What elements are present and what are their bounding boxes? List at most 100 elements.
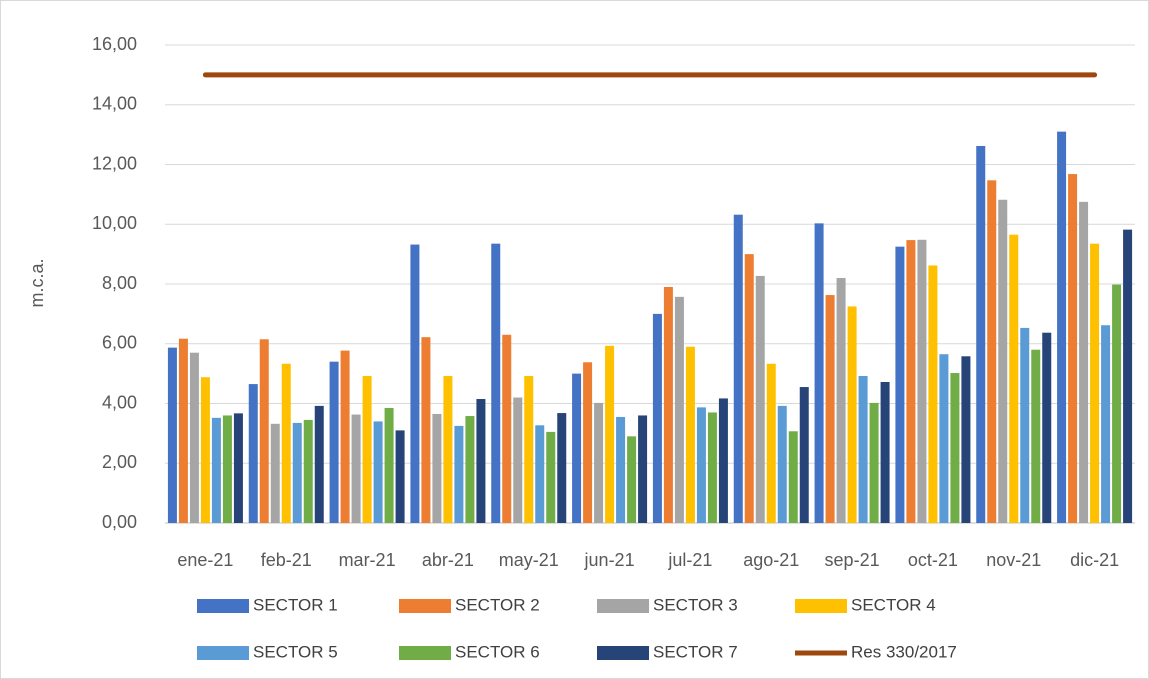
bar xyxy=(777,405,787,523)
bar xyxy=(976,145,986,524)
bar xyxy=(652,313,662,523)
bar xyxy=(1068,174,1078,523)
x-tick-label: oct-21 xyxy=(908,550,958,570)
bar xyxy=(292,422,302,523)
bar xyxy=(340,350,350,523)
x-tick-label: dic-21 xyxy=(1070,550,1119,570)
bar xyxy=(329,361,339,523)
bar xyxy=(443,376,453,523)
bar xyxy=(707,412,717,523)
bar xyxy=(572,373,582,523)
bar xyxy=(167,347,177,523)
bar xyxy=(696,407,706,523)
bar xyxy=(178,338,188,523)
bar xyxy=(281,363,291,523)
bar xyxy=(248,384,258,523)
x-tick-label: feb-21 xyxy=(261,550,312,570)
bar xyxy=(351,414,361,523)
bar xyxy=(1101,325,1111,523)
bar xyxy=(799,387,809,523)
bar xyxy=(950,373,960,523)
bar xyxy=(674,296,684,523)
bar xyxy=(906,240,916,524)
bar xyxy=(557,413,567,523)
bar xyxy=(880,381,890,523)
legend-label: SECTOR 2 xyxy=(455,595,540,614)
bar xyxy=(362,376,372,523)
bar xyxy=(627,436,637,523)
legend-label: SECTOR 5 xyxy=(253,642,338,661)
bar xyxy=(211,417,221,523)
bar xyxy=(928,265,938,523)
bar xyxy=(421,337,431,523)
legend-label: SECTOR 4 xyxy=(851,595,936,614)
bar xyxy=(755,275,765,523)
bar xyxy=(869,402,879,523)
legend-swatch xyxy=(399,599,451,613)
y-tick-label: 2,00 xyxy=(102,452,137,472)
bar xyxy=(825,295,835,523)
bar xyxy=(454,425,464,523)
legend-swatch xyxy=(399,646,451,660)
legend: SECTOR 1 SECTOR 2 SECTOR 3 SECTOR 4 SECTOR 5… xyxy=(197,595,957,661)
y-tick-label: 16,00 xyxy=(92,34,137,54)
bar xyxy=(259,339,269,523)
bar xyxy=(605,345,615,523)
legend-swatch xyxy=(795,599,847,613)
bar xyxy=(546,431,556,523)
legend-swatch xyxy=(597,599,649,613)
legend-label: SECTOR 6 xyxy=(455,642,540,661)
bar xyxy=(1123,229,1133,523)
bar xyxy=(189,352,199,523)
y-tick-label: 10,00 xyxy=(92,213,137,233)
bar xyxy=(535,425,545,523)
bar xyxy=(616,416,626,523)
bar xyxy=(663,286,673,523)
x-tick-label: ene-21 xyxy=(177,550,233,570)
bar xyxy=(998,199,1008,523)
bar xyxy=(1020,327,1030,523)
x-tick-label: jul-21 xyxy=(667,550,712,570)
y-axis-label: m.c.a. xyxy=(27,258,47,307)
y-tick-label: 0,00 xyxy=(102,512,137,532)
x-tick-label: nov-21 xyxy=(986,550,1041,570)
y-tick-label: 14,00 xyxy=(92,94,137,114)
bar xyxy=(200,377,210,523)
legend-swatch xyxy=(597,646,649,660)
x-tick-label: abr-21 xyxy=(422,550,474,570)
bar xyxy=(410,244,420,523)
bar xyxy=(513,397,523,523)
bar xyxy=(395,430,405,523)
bar xyxy=(465,416,475,523)
bar xyxy=(222,415,232,523)
bar xyxy=(961,356,971,523)
bar xyxy=(939,354,949,523)
bar xyxy=(524,376,534,523)
bar xyxy=(1112,284,1122,523)
bar xyxy=(788,431,798,523)
bar xyxy=(303,419,313,523)
bar xyxy=(432,413,442,523)
legend-label: SECTOR 3 xyxy=(653,595,738,614)
bar xyxy=(638,415,648,523)
bar xyxy=(233,413,243,523)
x-tick-label: sep-21 xyxy=(825,550,880,570)
bar xyxy=(1057,131,1067,523)
y-tick-label: 12,00 xyxy=(92,153,137,173)
bar xyxy=(1031,349,1041,523)
bar xyxy=(270,423,280,523)
bar xyxy=(858,376,868,523)
bar xyxy=(583,362,593,523)
bar xyxy=(1009,234,1019,524)
bar xyxy=(895,246,905,523)
bar xyxy=(836,278,846,523)
bar xyxy=(1090,243,1100,523)
bar xyxy=(814,223,824,523)
x-tick-label: may-21 xyxy=(499,550,559,570)
bar xyxy=(491,243,501,523)
legend-label: Res 330/2017 xyxy=(851,642,957,661)
bar xyxy=(373,421,383,523)
bar xyxy=(685,346,695,523)
legend-swatch xyxy=(197,599,249,613)
